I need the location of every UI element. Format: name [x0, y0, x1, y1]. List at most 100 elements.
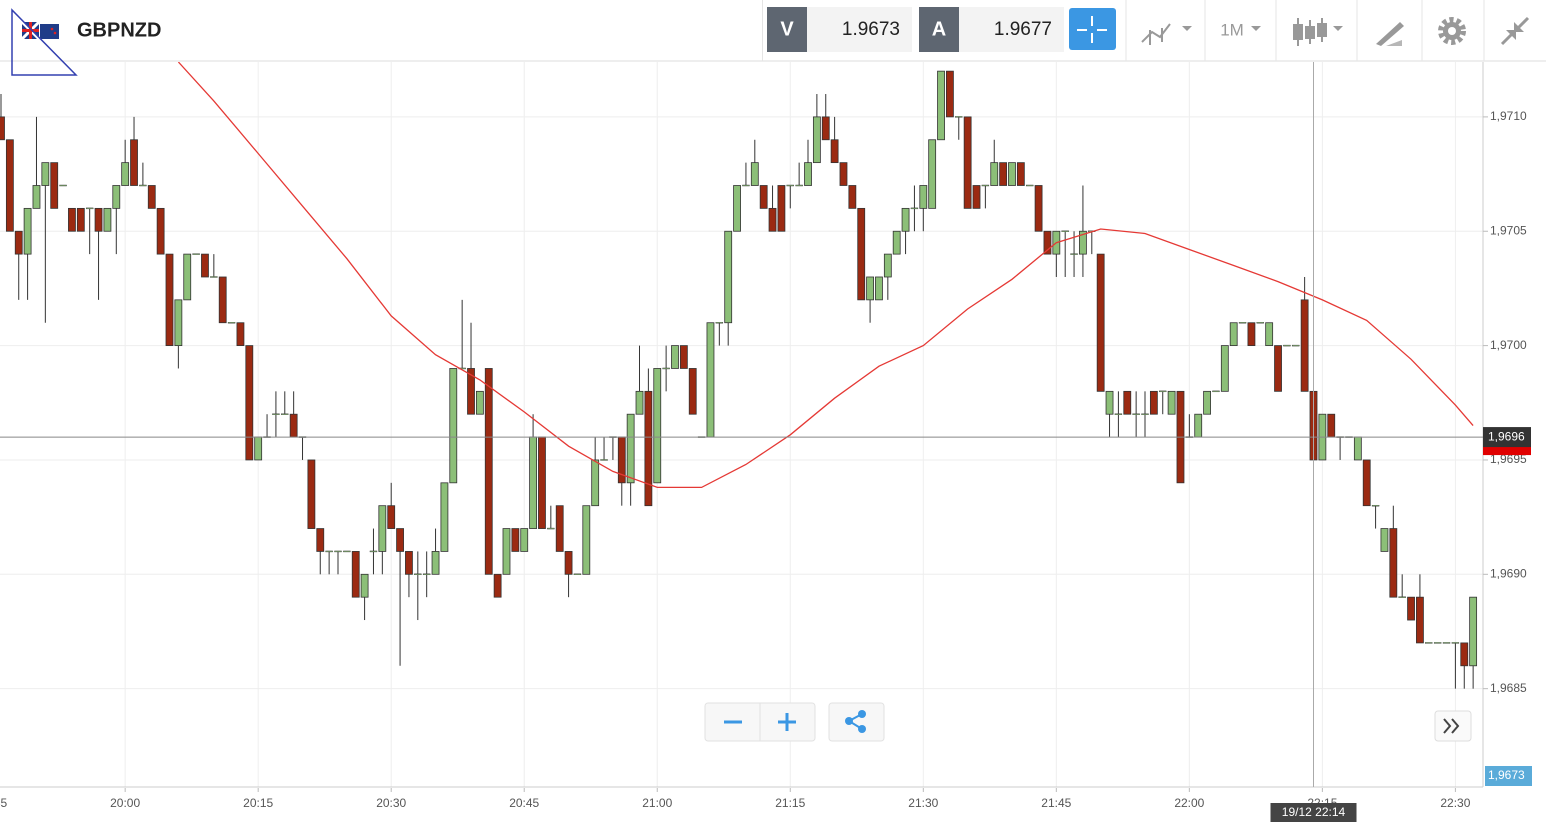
candle-body [1096, 253, 1105, 392]
candle-body [963, 116, 972, 209]
candle-body [768, 207, 777, 232]
candle-body [706, 322, 715, 438]
candle-body [999, 162, 1008, 186]
candle-body [1070, 253, 1078, 255]
candle-body [307, 459, 316, 529]
candle-body [733, 185, 741, 232]
candle-body [343, 550, 351, 553]
candle-body [1300, 299, 1309, 392]
candle-body [821, 116, 830, 141]
candle-body [653, 368, 662, 484]
candle-body [981, 184, 990, 187]
draw-button[interactable] [1376, 22, 1404, 46]
crosshair-label-bg [1270, 803, 1357, 822]
buy-button[interactable] [919, 7, 959, 52]
candle-body [538, 436, 546, 529]
candle-body [1203, 390, 1211, 415]
candle-body [1389, 528, 1398, 598]
candle-body [484, 368, 493, 575]
scroll-right-button[interactable] [1434, 710, 1472, 742]
candle-body [742, 184, 750, 187]
x-tick-label: 20:15 [243, 796, 273, 810]
zoom-in-button[interactable] [778, 713, 796, 731]
sell-price: 1.9673 [842, 19, 900, 40]
candle-body [1238, 322, 1247, 324]
sell-button[interactable] [767, 7, 807, 52]
symbol[interactable]: GBPNZD [77, 19, 161, 41]
candle-body [1114, 413, 1123, 415]
candle-body [14, 230, 23, 255]
candle-body [139, 184, 147, 187]
candle-body [582, 505, 591, 575]
candle-body [750, 162, 759, 186]
candle-body [1256, 322, 1264, 324]
crosshair-button[interactable] [1069, 8, 1116, 50]
candle-body [529, 436, 537, 529]
candle-body [1008, 162, 1016, 186]
share-button[interactable] [828, 702, 885, 742]
candle-body [1274, 345, 1282, 392]
candle-body [227, 322, 236, 324]
buy-price: 1.9677 [994, 19, 1052, 40]
candle-body [378, 505, 387, 552]
toolbar: GBPNZD V 1.9673 A 1.9677 1M [0, 0, 1546, 76]
candle-body [1212, 390, 1220, 393]
y-tick-label: 1,9705 [1490, 223, 1527, 237]
candle-body [467, 368, 475, 415]
candle-body [919, 185, 928, 209]
candle-body [671, 345, 679, 369]
collapse-button[interactable] [1500, 16, 1530, 46]
candle-body [892, 230, 901, 255]
candle-body [857, 207, 866, 301]
candle-body [679, 345, 688, 369]
candle-body [1353, 436, 1362, 461]
x-tick-label: 21:00 [642, 796, 672, 810]
x-tick-label: 20:30 [376, 796, 406, 810]
candle-body [1283, 344, 1291, 347]
y-tick-label: 1,9710 [1490, 109, 1527, 123]
candle-body [1229, 322, 1238, 346]
candle-body [85, 207, 94, 210]
candle-body [520, 528, 529, 552]
candle-body [1220, 345, 1229, 392]
sell-price-box[interactable] [807, 7, 912, 52]
candle-body [830, 139, 839, 164]
candle-body [591, 459, 600, 507]
axes: 1,9685 1,9690 1,9695 1,9700 1,9705 1,9710 [0, 62, 1527, 788]
candle-body [281, 413, 289, 415]
grid [0, 62, 1483, 787]
candle-body [272, 413, 280, 415]
x-tick-label: 21:15 [775, 796, 805, 810]
chart-type-button[interactable] [1141, 23, 1192, 45]
candle-body [901, 207, 910, 232]
x-tick-label: 21:45 [1041, 796, 1071, 810]
candle-body [1043, 230, 1052, 255]
candle-body [254, 436, 263, 461]
candle-body [804, 162, 812, 186]
price-marker-secondary [1483, 446, 1531, 456]
timeframe[interactable]: 1M [1220, 20, 1244, 39]
candle-body [130, 139, 138, 186]
candle-body [1433, 642, 1442, 644]
candle-body [289, 413, 298, 438]
candle-body [174, 299, 183, 346]
candle-body [192, 253, 200, 255]
candle-body [32, 185, 41, 209]
candle-body [573, 573, 582, 576]
candles-button[interactable] [1293, 18, 1343, 46]
candle-body [440, 482, 449, 552]
plot-area [0, 62, 1478, 689]
candle-body [316, 528, 325, 552]
candle-body [475, 390, 484, 415]
buy-price-box[interactable] [959, 7, 1064, 52]
candle-body [121, 162, 130, 186]
candle-body [165, 253, 174, 346]
candle-body [1327, 413, 1336, 438]
settings-button[interactable] [1438, 17, 1466, 45]
candle-body [1159, 390, 1167, 393]
candle-body [59, 184, 67, 187]
candle-body [405, 551, 413, 575]
candle-body [1460, 642, 1469, 667]
candle-body [76, 207, 85, 232]
